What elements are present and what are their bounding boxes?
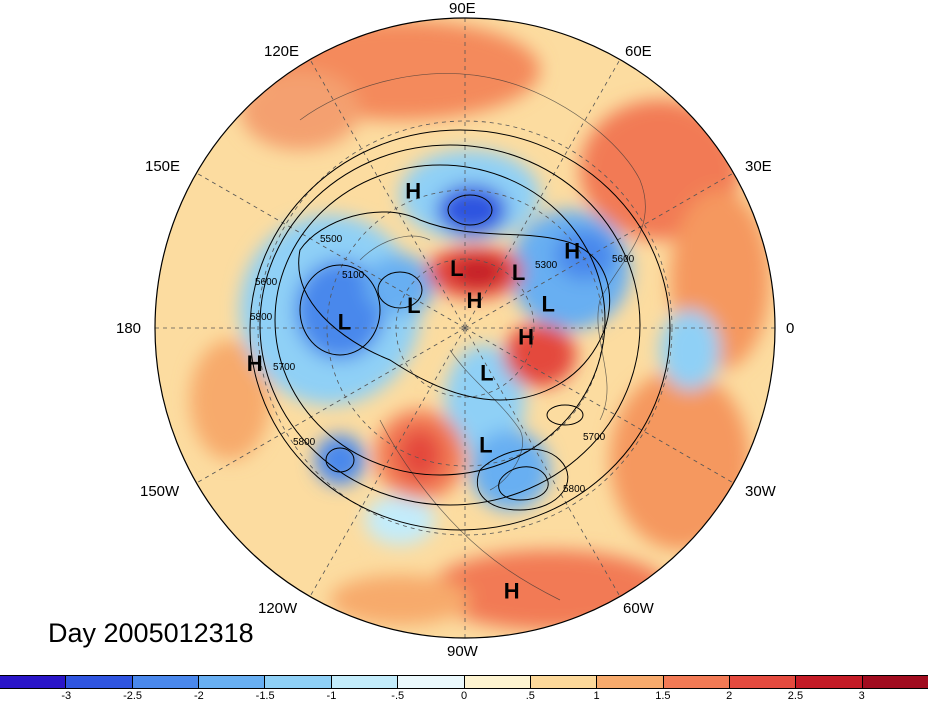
colorbar-swatch [862, 676, 928, 688]
colorbar-swatch [530, 676, 598, 688]
contour-label: 5700 [583, 432, 606, 443]
page-title: Day 2005012318 [48, 618, 254, 648]
low-pressure-marker: L [480, 361, 493, 386]
colorbar-swatch [199, 676, 266, 688]
contour-label: 5800 [250, 312, 273, 323]
graticule [155, 18, 775, 638]
low-pressure-marker: L [450, 256, 463, 281]
contour-labels: 5500 5100 5300 5800 5700 5600 5800 5700 … [250, 234, 635, 495]
lon-label-150w: 150W [140, 483, 180, 500]
colorbar-tick-label: -.5 [391, 690, 405, 702]
low-pressure-marker: L [338, 310, 351, 335]
colorbar-swatch [729, 676, 797, 688]
colorbar-swatch [464, 676, 531, 688]
contour-label: 5700 [273, 362, 296, 373]
lon-label-60e: 60E [625, 43, 652, 60]
contour-label: 5600 [612, 254, 635, 265]
colorbar-swatch [398, 676, 465, 688]
colorbar-swatch [796, 676, 863, 688]
contour-label: 5300 [535, 260, 558, 271]
colorbar-tick-label: -1 [326, 690, 337, 702]
colorbar-tick-label: -2.5 [123, 690, 143, 702]
map-border [154, 17, 776, 639]
lon-label-30e: 30E [745, 158, 772, 175]
colorbar-swatch [265, 676, 332, 688]
high-pressure-marker: H [466, 288, 482, 313]
colorbar-swatch [331, 676, 399, 688]
high-pressure-marker: H [564, 239, 580, 264]
colorbar-tick-label: -2 [193, 690, 204, 702]
colorbar-swatch [0, 676, 67, 688]
low-pressure-marker: L [479, 433, 492, 458]
lon-label-60w: 60W [623, 600, 654, 617]
low-pressure-marker: L [512, 260, 525, 285]
contour-label: 5100 [342, 270, 365, 281]
lon-label-30w: 30W [745, 483, 776, 500]
high-pressure-marker: H [504, 578, 520, 603]
high-pressure-marker: H [247, 351, 263, 376]
lon-label-90e: 90E [449, 0, 476, 17]
lon-label-180: 180 [116, 320, 142, 337]
low-pressure-marker: L [407, 293, 420, 318]
contour-label: 5500 [320, 234, 343, 245]
lon-label-90w: 90W [447, 643, 478, 660]
lon-label-120w: 120W [258, 600, 298, 617]
colorbar-tick-label: .5 [525, 690, 535, 702]
colorbar-tick-label: -1.5 [255, 690, 275, 702]
colorbar-tick-label: -3 [61, 690, 72, 702]
contour-label: 5800 [293, 437, 316, 448]
colorbar-tick-label: 0 [460, 690, 468, 702]
anomaly-field [190, 20, 770, 630]
colorbar-tick-label: 3 [858, 690, 865, 702]
colorbar-tick-label: 2 [726, 690, 733, 702]
colorbar-tick-label: 1 [593, 690, 600, 702]
lon-label-120e: 120E [264, 43, 300, 60]
contour-label: 5800 [563, 484, 586, 495]
colorbar-swatch [66, 676, 133, 688]
low-pressure-marker: L [541, 292, 554, 317]
height-contours [249, 129, 671, 531]
lon-label-0: 0 [786, 320, 795, 337]
colorbar-swatch [132, 676, 200, 688]
colorbar-tick-label: 1.5 [655, 690, 671, 702]
high-pressure-marker: H [405, 179, 421, 204]
contour-label: 5600 [255, 277, 278, 288]
colorbar-swatch [597, 676, 664, 688]
colorbar [0, 675, 928, 689]
colorbar-tick-label: 2.5 [787, 690, 804, 702]
colorbar-swatch [663, 676, 730, 688]
lon-label-150e: 150E [145, 158, 181, 175]
high-pressure-marker: H [518, 325, 534, 350]
